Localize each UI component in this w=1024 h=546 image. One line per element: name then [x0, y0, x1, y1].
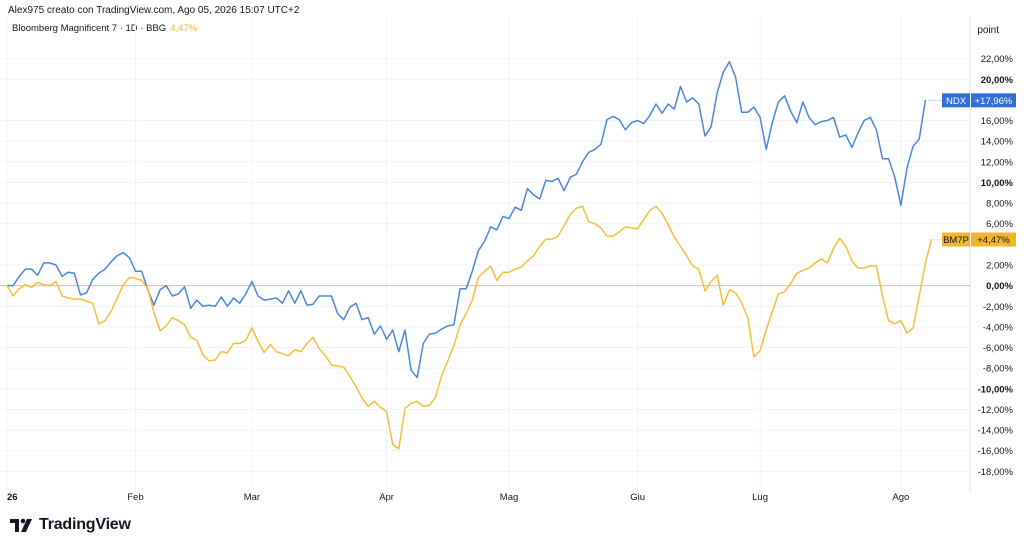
y-tick-label: -12,00%: [978, 405, 1014, 416]
x-tick-label: Mag: [500, 492, 518, 503]
x-tick-label: Lug: [752, 492, 768, 503]
y-tick-label: 12,00%: [981, 157, 1014, 168]
x-tick-label: Giu: [630, 492, 645, 503]
series-badge-ndx: NDX +17,96%: [942, 93, 1016, 108]
label-layer: NDX +17,96% BM7P +4,47%: [925, 93, 1016, 247]
y-tick-label: -8,00%: [983, 364, 1014, 375]
series-badge-bm7p: BM7P +4,47%: [942, 232, 1016, 247]
brand-name: TradingView: [39, 516, 131, 533]
x-tick-label: Feb: [127, 492, 143, 503]
y-tick-label: -2,00%: [983, 302, 1014, 313]
series-layer: [6, 60, 933, 450]
x-tick-label: Apr: [379, 492, 394, 503]
y-tick-label: 20,00%: [981, 75, 1014, 86]
x-tick-label: Mar: [244, 492, 260, 503]
chart-caption: Alex975 creato con TradingView.com, Ago …: [8, 5, 300, 16]
series-name-label: NDX: [946, 96, 967, 107]
y-tick-label: -14,00%: [978, 426, 1014, 437]
symbol-name[interactable]: Bloomberg Magnificent 7 · 1D · BBG: [12, 23, 167, 34]
axis-layer: 22,00% 20,00% 16,00% 14,00% 12,00% 10,00% 8,00…: [0, 16, 1014, 503]
y-tick-label: -6,00%: [983, 343, 1014, 354]
series-line-bm7p: [6, 205, 933, 450]
y-tick-label: -16,00%: [978, 446, 1014, 457]
x-tick-label: Ago: [892, 492, 909, 503]
grid-layer: [0, 16, 970, 492]
y-tick-label: 16,00%: [981, 116, 1014, 127]
y-tick-label: 8,00%: [986, 199, 1013, 210]
y-tick-label: 2,00%: [986, 261, 1013, 272]
price-scale-unit: point: [977, 25, 999, 36]
series-value-box: [971, 232, 1016, 247]
y-tick-label: 0,00%: [986, 281, 1013, 292]
symbol-change: 4,47%: [170, 23, 198, 34]
series-name-label: BM7P: [943, 235, 969, 246]
x-tick-label: 26: [7, 492, 18, 503]
y-tick-label: 10,00%: [981, 178, 1014, 189]
tradingview-brand[interactable]: TradingView: [10, 516, 131, 534]
y-tick-label: 6,00%: [986, 219, 1013, 230]
y-tick-label: -4,00%: [983, 322, 1014, 333]
series-name-box: [942, 232, 970, 247]
y-tick-label: 14,00%: [981, 137, 1014, 148]
series-line-ndx: [7, 60, 927, 379]
series-value-label: +17,96%: [975, 96, 1013, 107]
series-value-box: [971, 93, 1016, 108]
y-tick-label: 22,00%: [981, 54, 1014, 65]
y-tick-label: -10,00%: [978, 384, 1014, 395]
series-name-box: [942, 93, 970, 108]
y-tick-label: -18,00%: [978, 467, 1014, 478]
symbol-legend: Bloomberg Magnificent 7 · 1D · BBG 4,47%: [12, 23, 197, 34]
series-value-label: +4,47%: [977, 235, 1010, 246]
tradingview-logo-icon: [10, 518, 32, 532]
